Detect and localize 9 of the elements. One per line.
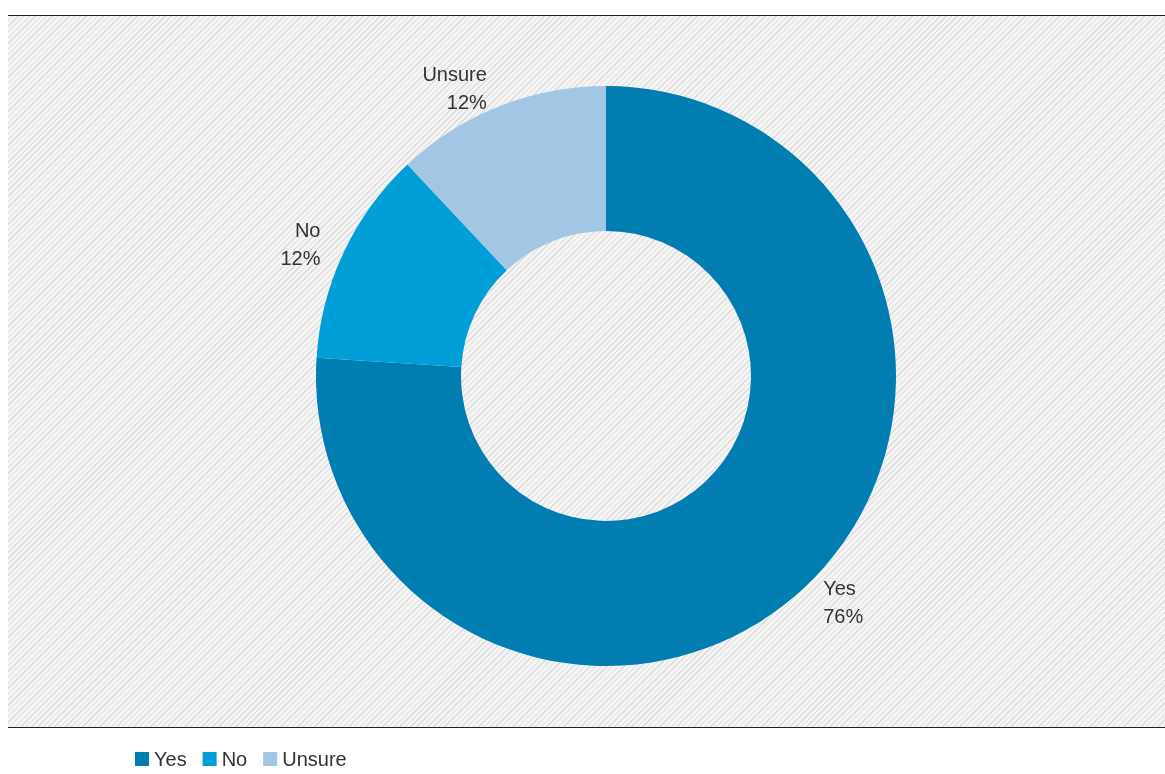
data-label: 76% <box>823 604 864 627</box>
legend-label: No <box>221 748 248 770</box>
data-label: 12% <box>280 247 321 270</box>
slice-label: Unsure <box>422 62 487 85</box>
legend-label: Unsure <box>282 748 347 770</box>
slice-label: Yes <box>823 576 856 599</box>
legend-label: Yes <box>154 748 187 770</box>
data-label: 12% <box>446 90 488 113</box>
slice-label: No <box>294 219 321 242</box>
